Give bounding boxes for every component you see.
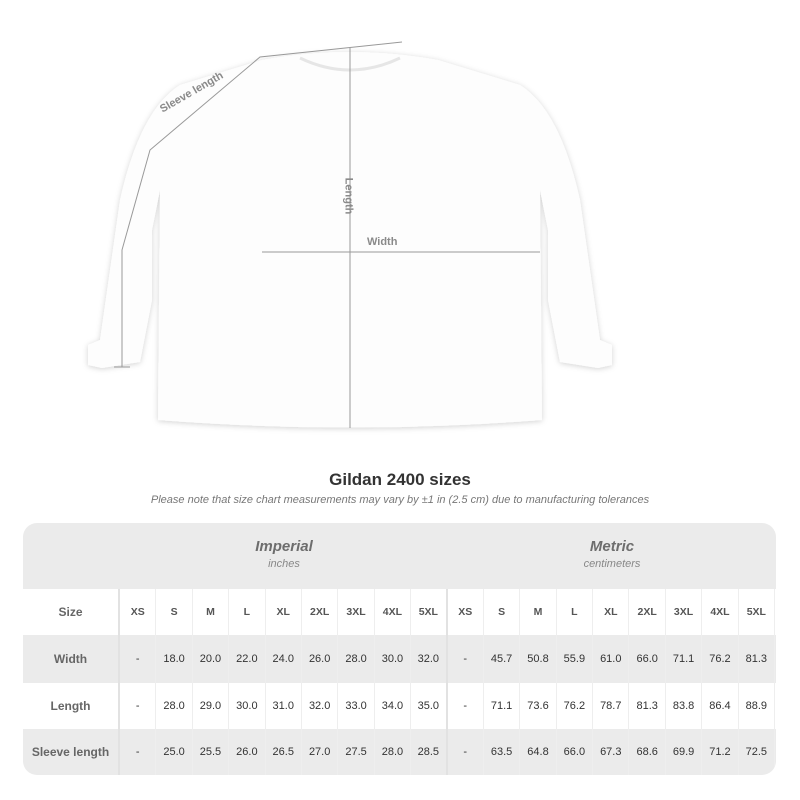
chart-title: Gildan 2400 sizes (329, 470, 471, 489)
table-row: Sleeve length -25.0 25.5 26.0 26.5 27.0 27.5 28… (23, 729, 776, 775)
length-label: Length (342, 177, 355, 215)
table-cell: 76.2 (702, 635, 739, 683)
size-header-cell: XL (593, 589, 630, 635)
table-cell: 86.4 (702, 683, 739, 729)
size-header-cell: XL (266, 589, 302, 635)
table-cell: 22.0 (229, 635, 266, 683)
table-cell: 30.0 (229, 683, 266, 729)
table-cell: 45.7 (484, 635, 521, 683)
table-cell: 73.6 (520, 683, 557, 729)
table-cell: 28.0 (375, 729, 412, 775)
table-cell: 28.0 (338, 635, 375, 683)
table-cell: - (120, 683, 157, 729)
size-header-cell: L (557, 589, 594, 635)
table-cell: 81.3 (629, 683, 666, 729)
table-cell: 67.3 (593, 729, 630, 775)
size-table: Imperial inches Metric centimeters Size XS S… (23, 523, 776, 775)
size-header-cell: M (193, 589, 230, 635)
shirt-diagram (88, 41, 612, 428)
table-cell: 66.0 (629, 635, 666, 683)
table-cell: 81.3 (739, 635, 776, 683)
table-cell: 69.9 (666, 729, 703, 775)
metric-header: Metric centimeters (583, 538, 641, 570)
table-cell: 34.0 (375, 683, 412, 729)
imperial-header: Imperial inches (255, 538, 313, 570)
width-label: Width (367, 236, 398, 248)
table-cell: 76.2 (557, 683, 594, 729)
table-cell: 33.0 (338, 683, 375, 729)
table-cell: 27.5 (338, 729, 375, 775)
table-cell: 50.8 (520, 635, 557, 683)
table-cell: - (120, 635, 157, 683)
table-cell: 28.0 (156, 683, 193, 729)
table-cell: 28.5 (411, 729, 448, 775)
table-cell: 20.0 (193, 635, 230, 683)
table-cell: 31.0 (266, 683, 302, 729)
table-cell: 35.0 (411, 683, 448, 729)
table-cell: 25.5 (193, 729, 230, 775)
row-label: Sleeve length (23, 729, 120, 775)
table-cell: 83.8 (666, 683, 703, 729)
size-header-cell: 4XL (375, 589, 412, 635)
tolerance-note: Please note that size chart measurements… (150, 494, 650, 506)
table-cell: 71.1 (666, 635, 703, 683)
table-cell: 72.5 (739, 729, 776, 775)
table-cell: 78.7 (593, 683, 630, 729)
size-header-cell: XS (120, 589, 157, 635)
table-cell: 29.0 (193, 683, 230, 729)
size-header-cell: S (484, 589, 521, 635)
size-header-cell: XS (448, 589, 484, 635)
table-cell: 61.0 (593, 635, 630, 683)
table-cell: 18.0 (156, 635, 193, 683)
table-cell: 26.0 (302, 635, 339, 683)
table-cell: 24.0 (266, 635, 302, 683)
table-cell: 55.9 (557, 635, 594, 683)
size-header-cell: 5XL (739, 589, 776, 635)
table-cell: 66.0 (557, 729, 594, 775)
size-header-cell: 3XL (666, 589, 703, 635)
table-cell: - (448, 729, 484, 775)
row-label: Size (23, 589, 120, 635)
size-header-row: Size XS S M L XL 2XL 3XL 4XL 5XL XS S M L XL 2XL 3XL 4XL 5… (23, 589, 776, 635)
table-cell: 32.0 (302, 683, 339, 729)
size-header-cell: 3XL (338, 589, 375, 635)
table-cell: 30.0 (375, 635, 412, 683)
table-row: Width -18.0 20.0 22.0 24.0 26.0 28.0 30.0 32.0-4… (23, 635, 776, 683)
row-label: Width (23, 635, 120, 683)
table-cell: - (448, 683, 484, 729)
table-cell: - (448, 635, 484, 683)
table-cell: - (120, 729, 157, 775)
size-header-cell: L (229, 589, 266, 635)
size-header-cell: M (520, 589, 557, 635)
table-cell: 32.0 (411, 635, 448, 683)
table-cell: 26.0 (229, 729, 266, 775)
table-cell: 26.5 (266, 729, 302, 775)
table-cell: 71.1 (484, 683, 521, 729)
table-cell: 27.0 (302, 729, 339, 775)
table-cell: 88.9 (739, 683, 776, 729)
size-header-cell: 5XL (411, 589, 448, 635)
table-cell: 63.5 (484, 729, 521, 775)
table-cell: 71.2 (702, 729, 739, 775)
row-label: Length (23, 683, 120, 729)
sleeve-arrow (121, 41, 403, 367)
table-cell: 64.8 (520, 729, 557, 775)
size-header-cell: 2XL (629, 589, 666, 635)
size-header-cell: 4XL (702, 589, 739, 635)
table-cell: 25.0 (156, 729, 193, 775)
table-row: Length -28.0 29.0 30.0 31.0 32.0 33.0 34.0 35.0-… (23, 683, 776, 729)
size-header-cell: S (156, 589, 193, 635)
table-cell: 68.6 (629, 729, 666, 775)
size-header-cell: 2XL (302, 589, 339, 635)
